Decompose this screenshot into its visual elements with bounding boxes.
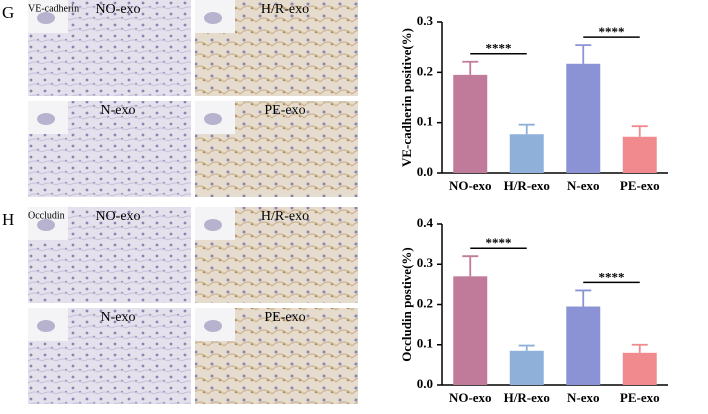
panel-letter: G xyxy=(2,3,14,22)
image-label: PE-exo xyxy=(264,310,305,325)
bar-chart: 0.0 0.1 0.2 0.3 0.4 Occludin postive(%) NO-exo… xyxy=(399,215,668,405)
inset-tissue xyxy=(204,12,222,24)
significance-label: **** xyxy=(486,235,512,250)
y-tick-label: 0.1 xyxy=(417,114,433,129)
bar xyxy=(453,276,488,385)
y-tick-label: 0.1 xyxy=(417,336,433,351)
x-tick-label: H/R-exo xyxy=(504,390,550,405)
image-label: N-exo xyxy=(101,103,136,118)
bar xyxy=(509,134,544,173)
x-tick-label: N-exo xyxy=(567,178,600,193)
y-axis-title: VE-cadherin positive(%) xyxy=(399,28,414,167)
image-label: H/R-exo xyxy=(261,2,309,17)
y-tick-label: 0.4 xyxy=(417,215,434,230)
y-tick-label: 0.2 xyxy=(417,63,433,78)
inset-tissue xyxy=(37,320,55,332)
inset-tissue xyxy=(37,113,55,125)
inset-tissue xyxy=(204,113,222,125)
panel-letter: H xyxy=(2,210,14,229)
x-tick-label: PE-exo xyxy=(620,390,660,405)
bar xyxy=(509,350,544,385)
bar xyxy=(622,352,657,385)
significance-label: **** xyxy=(599,269,625,284)
x-tick-label: N-exo xyxy=(567,390,600,405)
bar xyxy=(566,63,601,173)
bar xyxy=(566,306,601,385)
significance-label: **** xyxy=(486,41,512,56)
inset-tissue xyxy=(204,320,222,332)
stain-label: Occludin xyxy=(28,210,65,221)
image-label: N-exo xyxy=(101,310,136,325)
y-tick-label: 0.0 xyxy=(417,376,433,391)
x-tick-label: NO-exo xyxy=(449,390,492,405)
bar-chart: 0.0 0.1 0.2 0.3VE-cadherin positive(%) NO-ex… xyxy=(399,13,668,193)
image-label: NO-exo xyxy=(95,209,140,224)
inset-tissue xyxy=(37,219,55,231)
inset-tissue xyxy=(37,12,55,24)
y-tick-label: 0.2 xyxy=(417,295,433,310)
image-label: H/R-exo xyxy=(261,209,309,224)
x-tick-label: PE-exo xyxy=(620,178,660,193)
stain-label: VE-cadherin xyxy=(28,3,79,14)
x-tick-label: NO-exo xyxy=(449,178,492,193)
bar xyxy=(622,136,657,173)
inset-tissue xyxy=(204,219,222,231)
image-label: PE-exo xyxy=(264,103,305,118)
bar xyxy=(453,74,488,173)
y-axis-title: Occludin postive(%) xyxy=(399,247,414,361)
image-label: NO-exo xyxy=(95,2,140,17)
significance-label: **** xyxy=(599,24,625,39)
x-tick-label: H/R-exo xyxy=(504,178,550,193)
y-tick-label: 0.0 xyxy=(417,164,433,179)
y-tick-label: 0.3 xyxy=(417,255,434,270)
y-tick-label: 0.3 xyxy=(417,13,434,28)
